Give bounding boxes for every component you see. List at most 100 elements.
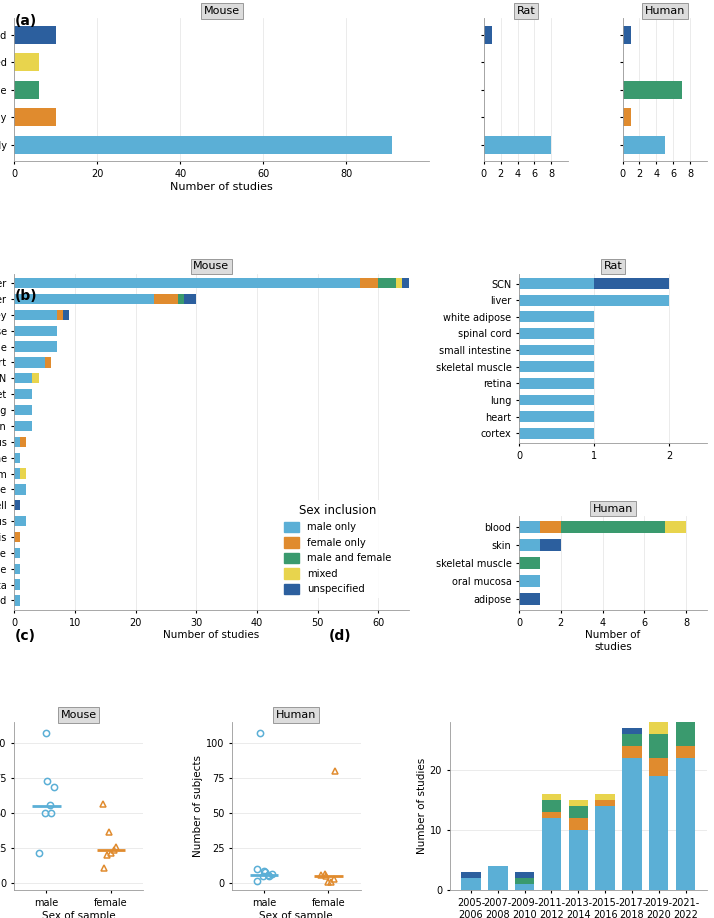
Bar — [519, 328, 594, 339]
Bar — [649, 716, 668, 734]
Bar — [519, 593, 540, 605]
Title: Human: Human — [276, 711, 316, 720]
Bar — [32, 373, 39, 384]
Bar — [623, 746, 642, 758]
Bar — [595, 800, 615, 806]
Bar — [568, 800, 588, 806]
Bar — [14, 579, 20, 589]
Bar — [20, 468, 26, 478]
Bar — [14, 81, 39, 99]
Bar — [595, 806, 615, 890]
Bar — [540, 539, 560, 551]
Bar — [649, 734, 668, 758]
Bar — [542, 794, 561, 800]
Bar — [14, 564, 20, 574]
Bar — [676, 758, 695, 890]
Bar — [519, 378, 594, 388]
Bar — [542, 800, 561, 812]
Bar — [14, 357, 44, 367]
Bar — [14, 53, 39, 72]
Bar — [665, 521, 686, 532]
Bar — [14, 26, 56, 44]
Title: Rat: Rat — [516, 6, 536, 17]
Bar — [519, 575, 540, 587]
Bar — [542, 818, 561, 890]
Bar — [14, 468, 20, 478]
Bar — [56, 309, 63, 320]
Bar — [14, 437, 20, 447]
Bar — [676, 722, 695, 746]
Bar — [14, 326, 56, 336]
Text: (b): (b) — [14, 289, 37, 303]
Bar — [649, 777, 668, 890]
Bar — [623, 26, 631, 44]
Bar — [519, 295, 669, 306]
Bar — [649, 711, 668, 716]
Bar — [488, 867, 508, 890]
Bar — [14, 484, 26, 495]
Legend: male only, female only, male and female, mixed, unspecified: male only, female only, male and female,… — [281, 499, 396, 599]
Bar — [623, 81, 682, 99]
Bar — [568, 831, 588, 890]
Bar — [484, 26, 492, 44]
Bar — [568, 818, 588, 831]
Bar — [14, 548, 20, 558]
Bar — [519, 521, 540, 532]
Bar — [14, 516, 26, 526]
Text: (d): (d) — [328, 629, 351, 643]
Bar — [594, 278, 669, 289]
Bar — [519, 428, 594, 439]
X-axis label: Number of
studies: Number of studies — [585, 631, 640, 652]
Bar — [623, 136, 665, 154]
Bar — [623, 758, 642, 890]
Bar — [519, 557, 540, 569]
Bar — [595, 794, 615, 800]
Bar — [623, 728, 642, 734]
Title: Human: Human — [645, 6, 685, 17]
Bar — [623, 108, 631, 127]
Bar — [14, 373, 32, 384]
Bar — [14, 405, 32, 415]
Bar — [14, 294, 154, 304]
Y-axis label: Number of subjects: Number of subjects — [193, 756, 203, 857]
Bar — [20, 437, 26, 447]
Bar — [360, 278, 378, 288]
Bar — [14, 309, 56, 320]
Title: Mouse: Mouse — [193, 262, 229, 272]
Bar — [519, 311, 594, 322]
Bar — [14, 532, 20, 543]
Bar — [676, 746, 695, 758]
Bar — [484, 136, 551, 154]
Bar — [396, 278, 403, 288]
Bar — [540, 521, 560, 532]
Title: Human: Human — [593, 504, 633, 513]
Title: Rat: Rat — [603, 262, 623, 272]
Y-axis label: Number of studies: Number of studies — [417, 758, 427, 855]
Bar — [461, 872, 481, 879]
Bar — [676, 711, 695, 716]
Bar — [14, 596, 20, 606]
Bar — [515, 872, 534, 879]
Bar — [519, 411, 594, 422]
X-axis label: Number of studies: Number of studies — [171, 182, 273, 192]
Bar — [623, 734, 642, 746]
Bar — [14, 389, 32, 399]
Bar — [542, 812, 561, 818]
Bar — [184, 294, 196, 304]
Bar — [519, 278, 594, 289]
Bar — [14, 278, 360, 288]
Bar — [515, 879, 534, 884]
Bar — [378, 278, 396, 288]
Bar — [519, 395, 594, 406]
Bar — [515, 884, 534, 890]
Text: (c): (c) — [14, 629, 35, 643]
Text: (a): (a) — [14, 14, 36, 28]
Bar — [519, 362, 594, 372]
Bar — [14, 108, 56, 127]
Bar — [14, 341, 56, 352]
Bar — [519, 539, 540, 551]
Bar — [14, 136, 392, 154]
Bar — [461, 879, 481, 890]
X-axis label: Sex of sample: Sex of sample — [41, 911, 116, 918]
X-axis label: Number of studies: Number of studies — [164, 631, 259, 641]
